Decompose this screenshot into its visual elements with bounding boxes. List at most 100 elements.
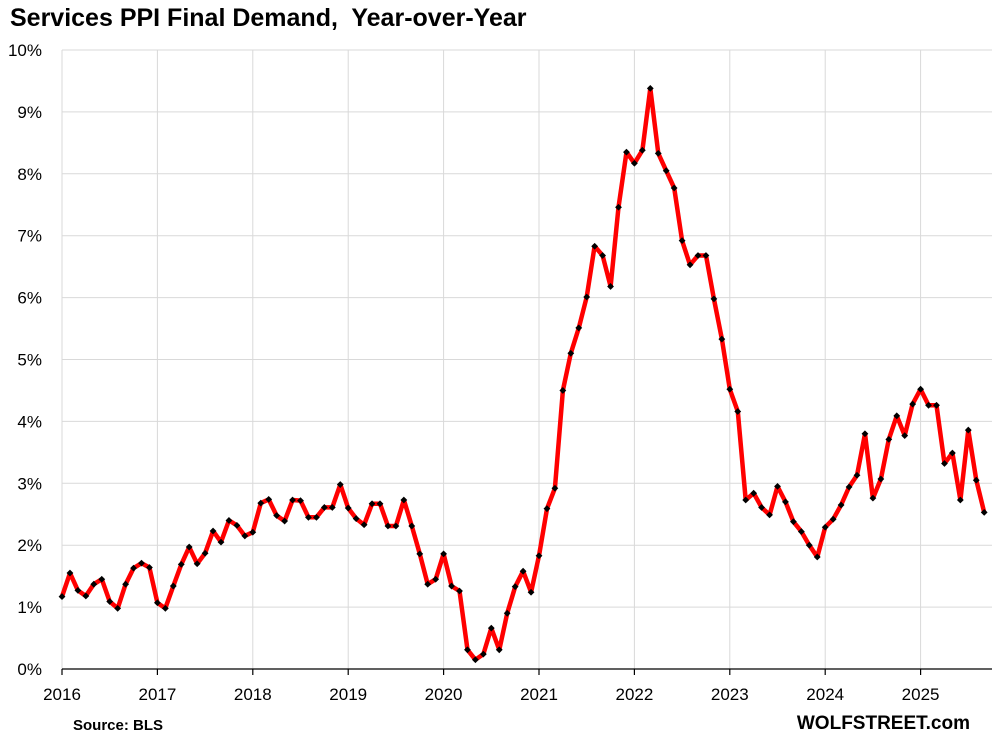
data-point: [742, 496, 750, 504]
data-point: [869, 494, 877, 502]
data-point: [726, 385, 734, 393]
chart-title: Services PPI Final Demand, Year-over-Yea…: [10, 4, 527, 32]
data-point: [678, 237, 686, 245]
data-point: [885, 435, 893, 443]
data-point: [297, 497, 304, 505]
data-point: [479, 650, 487, 658]
data-point: [495, 646, 503, 654]
data-point: [400, 496, 408, 504]
data-point: [670, 184, 678, 192]
x-tick-label: 2020: [425, 685, 463, 704]
data-point: [225, 517, 233, 524]
data-point: [424, 580, 432, 588]
data-point: [130, 564, 137, 572]
data-point: [853, 471, 861, 479]
data-point: [177, 560, 185, 568]
data-point: [456, 587, 463, 595]
data-point: [519, 567, 527, 575]
y-tick-label: 7%: [17, 227, 42, 246]
data-point: [472, 656, 479, 664]
data-point: [384, 522, 392, 530]
data-point: [782, 498, 789, 506]
data-point: [328, 504, 336, 511]
data-point: [122, 580, 129, 588]
data-point: [758, 504, 765, 511]
data-point: [448, 582, 455, 590]
data-point: [607, 283, 614, 290]
x-tick-label: 2019: [329, 685, 367, 704]
data-point: [305, 513, 312, 521]
x-tick-label: 2018: [234, 685, 272, 704]
x-tick-label: 2022: [615, 685, 653, 704]
data-point: [201, 549, 209, 557]
data-point: [646, 84, 654, 92]
data-point: [233, 521, 241, 529]
data-point: [432, 575, 440, 583]
data-point: [209, 527, 217, 535]
data-point: [797, 528, 805, 535]
data-point: [638, 146, 646, 154]
x-tick-label: 2016: [43, 685, 81, 704]
data-point: [416, 550, 424, 558]
data-point: [257, 499, 265, 507]
data-point: [114, 604, 122, 612]
data-point: [336, 481, 344, 488]
data-point: [66, 569, 74, 577]
data-point: [702, 252, 710, 259]
data-point: [766, 511, 773, 519]
data-point: [623, 148, 630, 156]
data-point: [750, 489, 758, 497]
data-point: [694, 252, 702, 259]
data-point: [249, 528, 257, 536]
data-point: [901, 432, 909, 440]
y-tick-label: 9%: [17, 103, 42, 122]
data-point: [487, 624, 495, 632]
data-point: [217, 538, 225, 546]
data-point: [567, 349, 575, 357]
data-point: [956, 496, 964, 504]
x-tick-label: 2017: [138, 685, 176, 704]
data-point: [313, 513, 320, 521]
data-point: [265, 495, 273, 503]
data-point: [535, 552, 543, 560]
data-point: [829, 515, 837, 523]
x-axis-tick-labels: 2016 2017 2018 2019 2020 2021 2022 2023 2024 2025: [43, 685, 939, 704]
data-point: [631, 159, 638, 167]
axis-lines: [61, 668, 992, 675]
data-point: [964, 426, 972, 434]
data-point: [161, 604, 169, 612]
x-tick-label: 2025: [902, 685, 940, 704]
data-point: [344, 504, 352, 512]
data-point: [718, 335, 726, 343]
data-point: [146, 564, 153, 571]
data-point: [408, 522, 416, 530]
data-point: [575, 324, 583, 332]
data-point: [790, 518, 797, 526]
y-tick-label: 2%: [17, 536, 42, 555]
data-point: [972, 476, 980, 484]
data-point: [845, 483, 853, 491]
data-point: [861, 430, 869, 438]
vertical-gridlines: [61, 50, 922, 669]
data-point: [289, 496, 296, 504]
data-point: [837, 501, 845, 509]
data-point: [710, 295, 718, 303]
data-point: [138, 559, 145, 567]
y-tick-label: 1%: [17, 598, 42, 617]
data-point-markers: [58, 84, 988, 664]
data-point: [583, 293, 591, 301]
data-point: [376, 500, 384, 508]
data-point: [774, 482, 781, 490]
y-tick-label: 8%: [17, 165, 42, 184]
y-tick-label: 0%: [17, 660, 42, 679]
data-point: [909, 400, 917, 408]
data-point: [877, 475, 885, 483]
data-point: [893, 412, 901, 420]
data-point: [599, 252, 606, 259]
data-point: [734, 408, 742, 415]
data-point: [925, 401, 932, 409]
data-point: [511, 583, 519, 591]
y-tick-label: 10%: [8, 41, 42, 60]
source-note: Source: BLS: [73, 717, 164, 734]
data-point: [821, 523, 829, 531]
